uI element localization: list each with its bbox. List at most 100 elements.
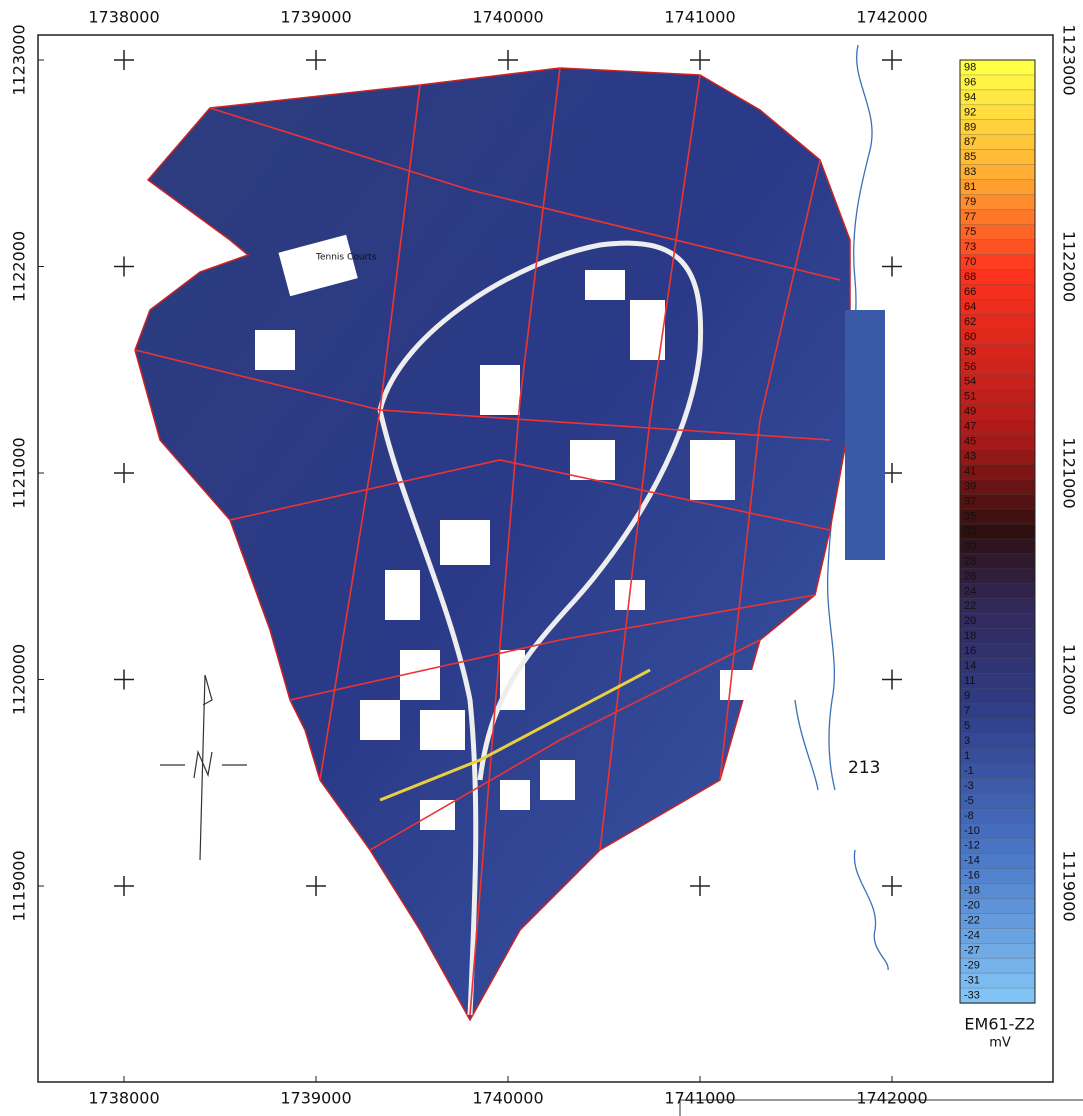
building xyxy=(540,760,575,800)
y-tick-label: 1122000 xyxy=(10,231,29,302)
colorbar-title: EM61-Z2 xyxy=(964,1015,1035,1034)
colorbar-label: 77 xyxy=(964,211,976,223)
colorbar-label: -27 xyxy=(964,945,980,957)
colorbar-label: 37 xyxy=(964,495,976,507)
x-tick-label: 1740000 xyxy=(472,8,543,27)
colorbar-label: 11 xyxy=(964,675,975,687)
colorbar-label: -1 xyxy=(964,765,974,777)
colorbar-label: 85 xyxy=(964,151,976,163)
colorbar-label: 30 xyxy=(964,540,976,552)
building xyxy=(385,570,420,620)
colorbar-label: -22 xyxy=(964,915,980,927)
colorbar-label: 94 xyxy=(964,91,976,103)
colorbar: 9896949289878583817977757370686664626058… xyxy=(960,60,1035,1004)
colorbar-label: 16 xyxy=(964,645,976,657)
colorbar-label: 9 xyxy=(964,690,970,702)
colorbar-label: 81 xyxy=(964,181,976,193)
point-label: 213 xyxy=(848,758,880,778)
colorbar-cell xyxy=(960,689,1035,704)
colorbar-label: 24 xyxy=(964,585,976,597)
x-tick-label: 1742000 xyxy=(856,8,927,27)
place-label: Tennis Courts xyxy=(315,253,377,263)
y-tick-label: 1119000 xyxy=(1060,850,1079,921)
colorbar-label: 98 xyxy=(964,61,976,73)
page: {"map": { "x_ticks": [1738000, 1739000, … xyxy=(0,0,1083,1116)
colorbar-unit: mV xyxy=(989,1036,1011,1051)
colorbar-label: -20 xyxy=(964,900,980,912)
building xyxy=(690,440,735,500)
colorbar-label: 79 xyxy=(964,196,976,208)
building xyxy=(255,330,295,370)
colorbar-label: 70 xyxy=(964,256,976,268)
colorbar-label: 28 xyxy=(964,555,976,567)
map-figure: Tennis Courts 213 9896949289878583817977… xyxy=(0,0,1083,1116)
y-tick-label: 1120000 xyxy=(1060,644,1079,715)
building xyxy=(360,700,400,740)
colorbar-label: 73 xyxy=(964,241,976,253)
building xyxy=(585,270,625,300)
x-tick-label: 1738000 xyxy=(88,8,159,27)
building xyxy=(420,710,465,750)
y-tick-label: 1123000 xyxy=(1060,24,1079,95)
colorbar-label: 68 xyxy=(964,271,976,283)
y-tick-label: 1120000 xyxy=(10,644,29,715)
building xyxy=(440,520,490,565)
colorbar-label: 83 xyxy=(964,166,976,178)
y-tick-label: 1122000 xyxy=(1060,231,1079,302)
colorbar-label: 54 xyxy=(964,376,976,388)
colorbar-label: 35 xyxy=(964,510,976,522)
colorbar-label: 20 xyxy=(964,615,976,627)
colorbar-label: -18 xyxy=(964,885,980,897)
colorbar-label: -12 xyxy=(964,840,980,852)
x-tick-label: 1741000 xyxy=(664,1089,735,1108)
colorbar-label: 75 xyxy=(964,226,976,238)
colorbar-label: -5 xyxy=(964,795,974,807)
colorbar-label: -3 xyxy=(964,780,974,792)
building xyxy=(570,440,615,480)
y-tick-label: 1119000 xyxy=(10,850,29,921)
colorbar-label: 66 xyxy=(964,286,976,298)
colorbar-label: 58 xyxy=(964,346,976,358)
colorbar-label: 89 xyxy=(964,121,976,133)
colorbar-label: 45 xyxy=(964,436,976,448)
colorbar-label: 43 xyxy=(964,451,976,463)
colorbar-label: -16 xyxy=(964,870,980,882)
colorbar-label: 56 xyxy=(964,361,976,373)
colorbar-cell xyxy=(960,734,1035,749)
x-tick-label: 1742000 xyxy=(856,1089,927,1108)
colorbar-label: -31 xyxy=(964,974,980,986)
survey-strip xyxy=(845,310,885,560)
colorbar-label: 18 xyxy=(964,630,976,642)
colorbar-label: 7 xyxy=(964,705,970,717)
y-tick-label: 1121000 xyxy=(1060,437,1079,508)
colorbar-label: -8 xyxy=(964,810,974,822)
colorbar-cell xyxy=(960,749,1035,764)
colorbar-label: -14 xyxy=(964,855,980,867)
colorbar-label: 47 xyxy=(964,421,976,433)
y-tick-label: 1123000 xyxy=(10,24,29,95)
colorbar-label: 33 xyxy=(964,525,976,537)
colorbar-cell xyxy=(960,719,1035,734)
colorbar-label: 39 xyxy=(964,481,976,493)
colorbar-label: 5 xyxy=(964,720,970,732)
colorbar-label: -33 xyxy=(964,989,980,1001)
colorbar-label: 96 xyxy=(964,76,976,88)
y-tick-label: 1121000 xyxy=(10,437,29,508)
colorbar-label: 64 xyxy=(964,301,976,313)
colorbar-label: 41 xyxy=(964,466,976,478)
colorbar-label: 49 xyxy=(964,406,976,418)
colorbar-label: 1 xyxy=(964,750,970,762)
colorbar-label: 22 xyxy=(964,600,976,612)
colorbar-label: 92 xyxy=(964,106,976,118)
colorbar-label: 62 xyxy=(964,316,976,328)
x-tick-label: 1739000 xyxy=(280,8,351,27)
colorbar-cell xyxy=(960,704,1035,719)
colorbar-label: 60 xyxy=(964,331,976,343)
x-tick-label: 1740000 xyxy=(472,1089,543,1108)
colorbar-label: -10 xyxy=(964,825,980,837)
x-tick-label: 1739000 xyxy=(280,1089,351,1108)
x-tick-label: 1738000 xyxy=(88,1089,159,1108)
colorbar-label: 14 xyxy=(964,660,976,672)
building xyxy=(480,365,520,415)
colorbar-label: -24 xyxy=(964,930,980,942)
